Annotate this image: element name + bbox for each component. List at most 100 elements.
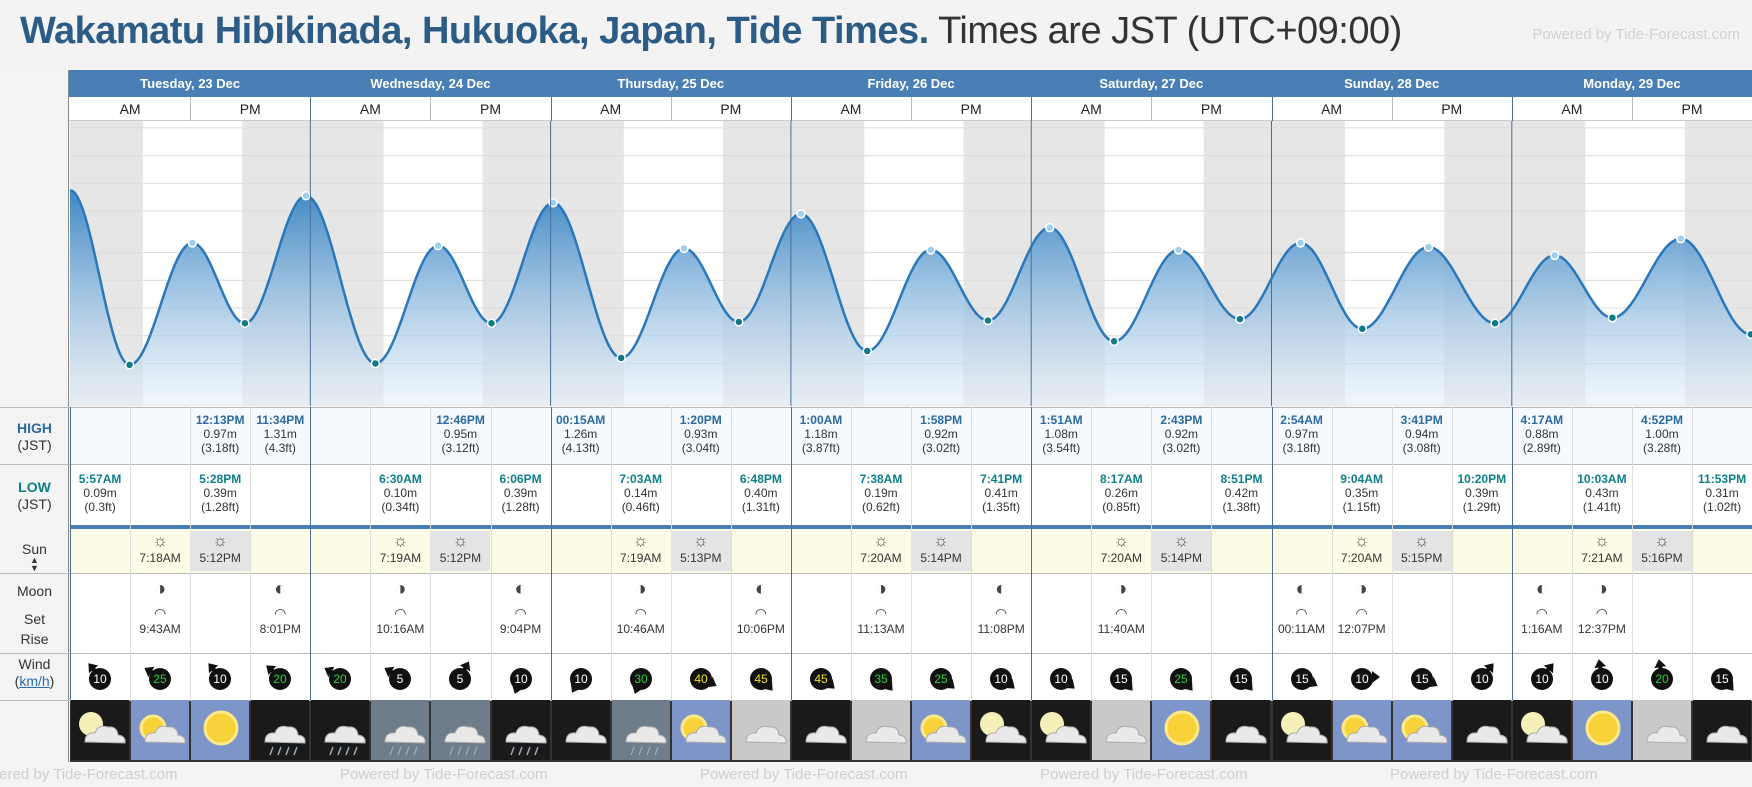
weather-day-partly-cloudy (1332, 700, 1391, 760)
high-tide-point[interactable] (1295, 238, 1306, 248)
low-tide-point[interactable] (240, 318, 250, 329)
low-tide-point[interactable] (1109, 336, 1119, 347)
high-tide-point[interactable] (301, 191, 311, 201)
low-tide-point[interactable] (1607, 312, 1618, 323)
wind-speed-value: 30 (634, 672, 648, 686)
high-tide-point[interactable] (796, 209, 806, 219)
pm-label: PM (720, 101, 742, 117)
powered-by-footer[interactable]: Powered by Tide-Forecast.com (700, 766, 908, 783)
high-tide-height-m: 0.88m (1525, 427, 1559, 441)
ampm-divider (430, 97, 432, 121)
wind-arrow-icon: 20 (266, 665, 292, 690)
high-tide-height-ft: (3.08ft) (1402, 441, 1441, 455)
low-tide-point[interactable] (1490, 318, 1500, 329)
high-tide-entry: 3:41PM 0.94m (3.08ft) (1392, 413, 1452, 455)
day-partly-cloudy-icon (139, 714, 186, 744)
low-tide-point[interactable] (1357, 324, 1368, 334)
high-tide-point[interactable] (1423, 242, 1434, 252)
weather-night-rain (311, 700, 370, 760)
wind-unit[interactable]: (km/h) (14, 673, 55, 689)
moonset-row-label: Set (23, 611, 45, 627)
low-tide-point[interactable] (124, 360, 135, 370)
sunrise-time: 7:20AM (1340, 551, 1383, 565)
high-tide-point[interactable] (1549, 250, 1560, 261)
high-tide-point[interactable] (548, 197, 558, 208)
sunset-entry: ☼ 5:13PM (670, 531, 731, 571)
sunrise-time: 7:21AM (1581, 551, 1623, 565)
high-tide-point[interactable] (187, 238, 198, 248)
weather-rain (611, 700, 670, 760)
wind-indicator: 15 (1101, 657, 1141, 697)
wind-arrow-icon: 5 (384, 666, 412, 690)
low-tide-entry: 7:03AM 0.14m (0.46ft) (611, 472, 671, 514)
low-tide-point[interactable] (1235, 314, 1245, 324)
day-partly-cloudy-icon (1341, 714, 1388, 744)
wind-speed-value: 10 (994, 672, 1008, 686)
low-tide-height-ft: (1.28ft) (201, 500, 240, 514)
low-tide-point[interactable] (486, 318, 497, 329)
low-tide-point[interactable] (370, 358, 381, 369)
pm-label: PM (480, 101, 501, 117)
ampm-divider (190, 97, 192, 121)
row-label-column: HIGH (JST) LOW (JST) Sun ▲ ▼ Moon Set Rise Wind (k… (0, 70, 69, 787)
am-label: AM (600, 101, 622, 117)
sunrise-icon: ☼ (152, 531, 168, 550)
cloudy-icon (865, 725, 907, 744)
wind-speed-value: 5 (457, 672, 464, 686)
wind-indicator: 10 (1342, 657, 1382, 697)
high-tide-entry: 2:54AM 0.97m (3.18ft) (1272, 413, 1332, 455)
moon-phase-icon: ◑ (1355, 578, 1368, 600)
wind-speed-value: 10 (214, 672, 228, 686)
low-tide-point[interactable] (734, 317, 744, 327)
high-tide-point[interactable] (1044, 222, 1055, 233)
high-tide-height-ft: (4.13ft) (561, 441, 600, 455)
weather-night-rain (491, 700, 550, 760)
column-divider (550, 407, 552, 700)
low-tide-entry: 6:48PM 0.40m (1.31ft) (731, 472, 791, 514)
low-tide-point[interactable] (1746, 329, 1752, 340)
powered-by-footer[interactable]: Powered by Tide-Forecast.com (1390, 766, 1598, 783)
weather-cloudy (731, 700, 790, 760)
high-tide-point[interactable] (433, 240, 443, 251)
wind-indicator: 40 (681, 657, 721, 697)
low-tide-height-ft: (1.02ft) (1703, 500, 1742, 514)
wind-indicator: 20 (320, 657, 360, 697)
moonrise-time: 8:01PM (259, 622, 301, 636)
high-tide-point[interactable] (1173, 245, 1184, 255)
powered-by-footer[interactable]: Powered by Tide-Forecast.com (0, 766, 178, 783)
sunset-entry: ☼ 5:16PM (1631, 531, 1692, 571)
moonset-entry: ◑ ◠ 11:13AM (851, 578, 911, 636)
wind-speed-value: 10 (574, 672, 588, 686)
ampm-divider (911, 97, 913, 121)
day-label: Monday, 29 Dec (1583, 76, 1681, 91)
high-tide-point[interactable] (926, 245, 936, 255)
moon-phase-icon: ◐ (995, 578, 1008, 600)
low-tide-point[interactable] (616, 353, 626, 363)
separator (70, 525, 1752, 529)
night-cloudy-icon (805, 725, 847, 744)
high-tide-point[interactable] (679, 243, 689, 254)
high-tide-point[interactable] (1675, 234, 1686, 244)
high-tide-time: 1:58PM (920, 413, 963, 427)
day-label: Friday, 26 Dec (867, 76, 955, 91)
low-tide-height-ft: (1.28ft) (501, 500, 540, 514)
high-tz-label: (JST) (17, 437, 52, 453)
wind-indicator: 10 (561, 657, 601, 697)
high-tide-height-ft: (3.18ft) (1282, 441, 1321, 455)
low-tide-point[interactable] (862, 346, 873, 356)
wind-arrow-icon: 35 (870, 668, 893, 691)
powered-by-footer[interactable]: Powered by Tide-Forecast.com (1040, 766, 1248, 783)
wind-speed-value: 25 (1175, 672, 1189, 686)
am-label: AM (359, 101, 381, 117)
pm-label: PM (1681, 101, 1703, 117)
powered-by-footer[interactable]: Powered by Tide-Forecast.com (340, 766, 548, 783)
day-partly-cloudy-icon (1401, 714, 1448, 744)
wind-speed-value: 15 (1295, 672, 1309, 686)
weather-day-partly-cloudy (131, 700, 190, 760)
moonset-entry: ◑ ◠ 11:40AM (1091, 578, 1151, 636)
sunrise-entry: ☼ 7:20AM (1332, 531, 1392, 565)
high-tide-height-m: 1.08m (1044, 427, 1078, 441)
powered-by-top[interactable]: Powered by Tide-Forecast.com (1532, 26, 1740, 43)
low-tide-point[interactable] (983, 315, 993, 326)
wind-speed-value: 15 (1415, 672, 1429, 686)
